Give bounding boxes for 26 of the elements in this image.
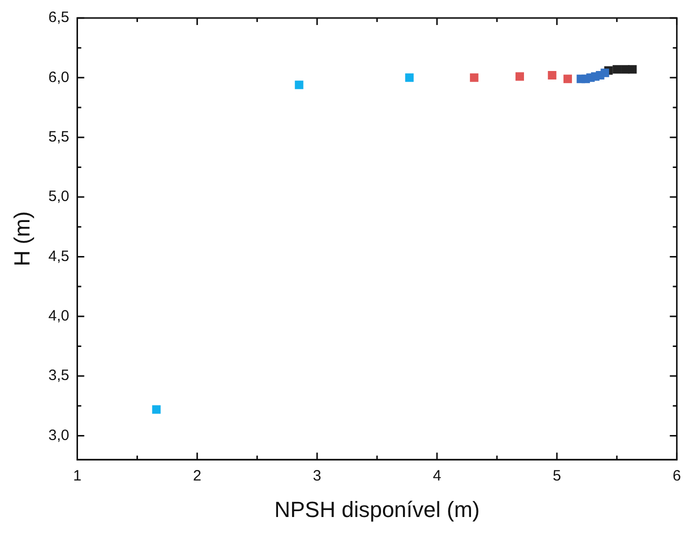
y-tick-label: 3,0 <box>48 426 70 444</box>
y-tick-label: 4,0 <box>48 308 70 325</box>
point <box>470 73 478 82</box>
point <box>515 72 524 81</box>
point <box>600 68 610 78</box>
y-tick-label: 6,0 <box>48 68 70 86</box>
x-tick-label: 5 <box>552 468 562 485</box>
y-tick-label: 6,5 <box>48 9 70 26</box>
point <box>294 80 304 90</box>
x-tick-label: 3 <box>312 468 322 485</box>
y-tick-label: 5,0 <box>48 188 70 206</box>
point <box>563 74 572 84</box>
y-axis-title: H (m) <box>9 211 34 266</box>
y-tick-label: 3,5 <box>48 367 70 384</box>
x-tick-label: 1 <box>73 468 82 485</box>
point <box>548 71 556 80</box>
x-tick-label: 4 <box>432 468 442 485</box>
x-tick-label: 2 <box>192 468 202 485</box>
y-tick-label: 5,5 <box>48 128 70 146</box>
y-tick-label: 4,5 <box>48 248 70 265</box>
x-tick-label: 6 <box>672 468 681 485</box>
point <box>152 405 161 414</box>
point <box>405 73 414 82</box>
point <box>628 65 637 74</box>
x-axis-title: NPSH disponível (m) <box>274 496 480 522</box>
point <box>612 65 622 74</box>
